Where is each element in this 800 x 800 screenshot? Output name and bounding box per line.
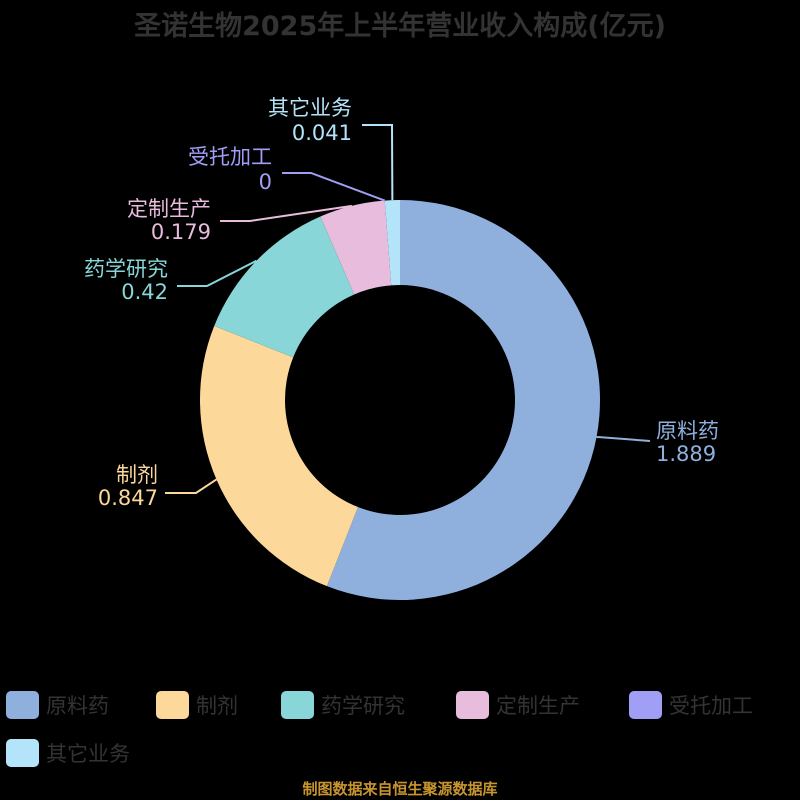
- legend-label: 原料药: [46, 694, 109, 718]
- slice-label-name: 制剂: [116, 463, 158, 487]
- slice-label-name: 其它业务: [268, 96, 352, 120]
- chart-title: 圣诺生物2025年上半年营业收入构成(亿元): [134, 11, 666, 42]
- legend-label: 药学研究: [321, 694, 405, 718]
- donut-slices: [200, 200, 601, 600]
- legend-swatch: [629, 691, 662, 719]
- legend-swatch: [456, 691, 489, 719]
- legend-item-qitayewu[interactable]: 其它业务: [6, 736, 130, 770]
- slice-label-value: 0.179: [151, 220, 211, 244]
- slice-label-name: 药学研究: [84, 257, 168, 281]
- legend-item-dingzhishengchan[interactable]: 定制生产: [456, 688, 580, 722]
- legend-label: 制剂: [196, 694, 238, 718]
- slice-label-value: 0.041: [292, 121, 352, 145]
- legend-swatch: [156, 691, 189, 719]
- legend-item-zhiji[interactable]: 制剂: [156, 688, 238, 722]
- slice-label-name: 原料药: [656, 419, 719, 443]
- legend-label: 定制生产: [496, 694, 580, 718]
- slice-label-value: 0.42: [121, 280, 168, 304]
- legend-label: 其它业务: [46, 742, 130, 766]
- slice-label-name: 受托加工: [188, 145, 272, 169]
- donut-slice[interactable]: [384, 200, 400, 286]
- legend-item-yaoxueyanjiu[interactable]: 药学研究: [281, 688, 405, 722]
- legend-swatch: [6, 691, 39, 719]
- slice-label-value: 1.889: [656, 442, 716, 466]
- donut-slice[interactable]: [214, 216, 355, 358]
- legend-swatch: [281, 691, 314, 719]
- legend-swatch: [6, 739, 39, 767]
- donut-slice[interactable]: [200, 325, 358, 587]
- donut-slice[interactable]: [320, 200, 392, 295]
- legend-item-yuanliaoyao[interactable]: 原料药: [6, 688, 109, 722]
- leader-lines: [165, 124, 651, 494]
- legend-label: 受托加工: [669, 694, 753, 718]
- slice-label-value: 0.847: [98, 486, 158, 510]
- slice-label-value: 0: [259, 170, 272, 194]
- donut-slice[interactable]: [326, 200, 601, 600]
- data-source-note: 制图数据来自恒生聚源数据库: [302, 780, 498, 798]
- slice-label-name: 定制生产: [127, 197, 211, 221]
- legend-item-shoutuojiagong[interactable]: 受托加工: [629, 688, 753, 722]
